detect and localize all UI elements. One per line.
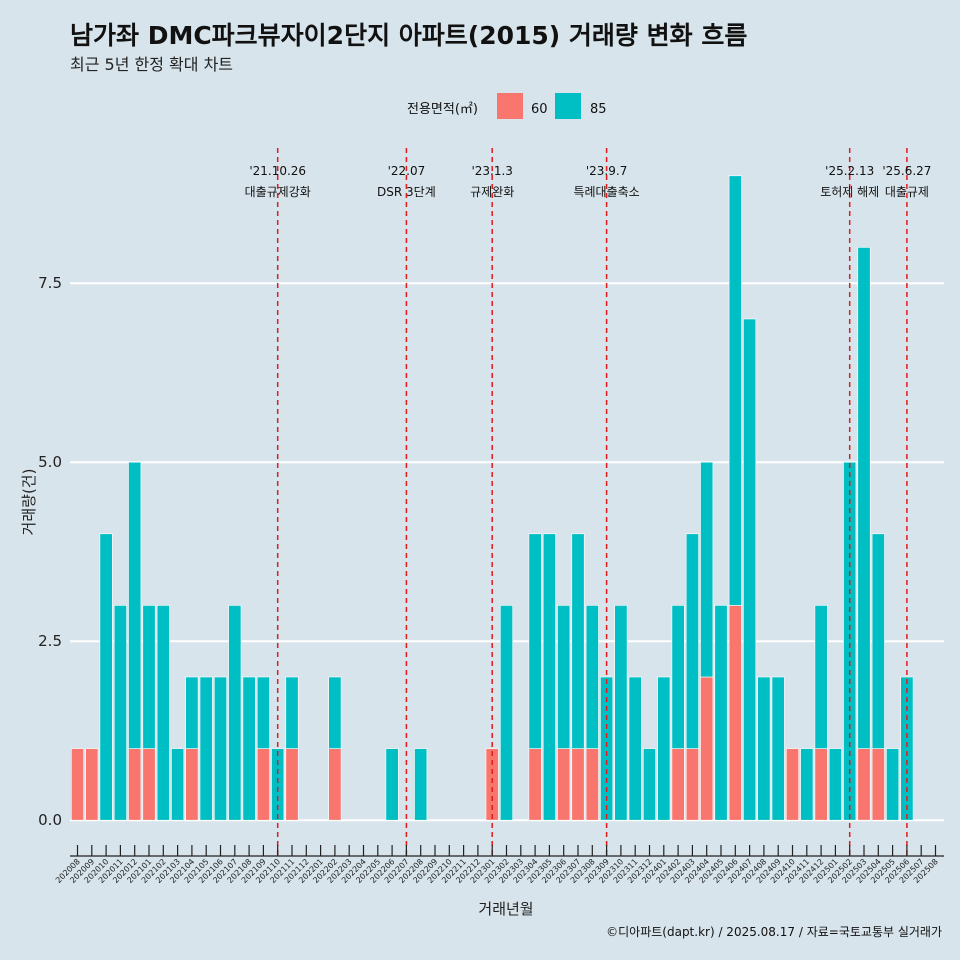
bar-85 — [214, 676, 228, 821]
legend: 전용면적(㎡) 60 85 — [407, 93, 607, 119]
bar-85 — [328, 676, 342, 749]
y-tick-label: 5.0 — [38, 453, 62, 471]
bar-60 — [185, 748, 199, 821]
bar-60 — [85, 748, 99, 821]
bar-60 — [71, 748, 85, 821]
legend-label-85: 85 — [590, 102, 607, 117]
bar-85 — [685, 533, 699, 749]
bar-85 — [557, 605, 571, 749]
bar-85 — [256, 676, 270, 749]
bar-60 — [256, 748, 270, 821]
y-axis-title: 거래량(건) — [20, 469, 38, 536]
bar-60 — [142, 748, 156, 821]
bar-85 — [199, 676, 213, 821]
bar-60 — [814, 748, 828, 821]
bar-60 — [571, 748, 585, 821]
y-axis: 0.0 2.5 5.0 7.5 — [38, 274, 62, 829]
bar-60 — [557, 748, 571, 821]
event-date: '25.2.13 — [825, 164, 874, 178]
bar-85 — [142, 605, 156, 749]
chart-subtitle: 최근 5년 한정 확대 차트 — [70, 55, 233, 74]
bar-60 — [128, 748, 142, 821]
bar-85 — [900, 676, 914, 821]
legend-swatch-85 — [555, 93, 581, 119]
bar-60 — [685, 748, 699, 821]
bar-60 — [328, 748, 342, 821]
bar-85 — [757, 676, 771, 821]
event-label: DSR 3단계 — [377, 185, 436, 199]
bar-85 — [113, 605, 127, 821]
bar-60 — [785, 748, 799, 821]
legend-title: 전용면적(㎡) — [407, 102, 478, 117]
caption: ©디아파트(dapt.kr) / 2025.08.17 / 자료=국토교통부 실… — [606, 925, 942, 939]
bar-60 — [528, 748, 542, 821]
event-date: '23.9.7 — [586, 164, 627, 178]
bar-85 — [585, 605, 599, 749]
bar-85 — [228, 605, 242, 821]
bar-85 — [499, 605, 513, 821]
event-date: '25.6.27 — [882, 164, 931, 178]
legend-swatch-60 — [497, 93, 523, 119]
bar-85 — [843, 461, 857, 821]
bar-85 — [285, 676, 299, 749]
bar-60 — [585, 748, 599, 821]
event-date: '21.10.26 — [249, 164, 306, 178]
event-date: '23.1.3 — [471, 164, 512, 178]
bar-85 — [242, 676, 256, 821]
bar-85 — [671, 605, 685, 749]
bar-85 — [857, 247, 871, 749]
bar-60 — [857, 748, 871, 821]
bar-85 — [657, 676, 671, 821]
bar-85 — [728, 175, 742, 606]
bar-85 — [814, 605, 828, 749]
bar-85 — [156, 605, 170, 821]
bar-85 — [571, 533, 585, 749]
bar-85 — [828, 748, 842, 821]
bar-60 — [485, 748, 499, 821]
bar-85 — [886, 748, 900, 821]
bar-85 — [871, 533, 885, 749]
bar-85 — [600, 676, 614, 821]
event-label: 대출규제 — [885, 185, 929, 199]
y-tick-label: 0.0 — [38, 811, 62, 829]
event-label: 대출규제강화 — [245, 185, 311, 199]
x-axis: 2020082020092020102020112020122021012021… — [54, 845, 944, 885]
bar-85 — [542, 533, 556, 821]
bar-85 — [185, 676, 199, 749]
bar-85 — [743, 318, 757, 821]
y-tick-label: 7.5 — [38, 274, 62, 292]
event-lines: '21.10.26 대출규제강화 '22.07 DSR 3단계 '23.1.3 규제완화 '… — [245, 148, 931, 856]
bar-85 — [128, 461, 142, 749]
bar-60 — [700, 676, 714, 821]
bar-85 — [628, 676, 642, 821]
x-axis-title: 거래년월 — [478, 900, 533, 918]
bar-60 — [728, 605, 742, 821]
bar-85 — [99, 533, 113, 821]
bar-85 — [771, 676, 785, 821]
event-label: 규제완화 — [470, 185, 514, 199]
bars — [71, 175, 914, 821]
bar-85 — [171, 748, 185, 821]
bar-85 — [642, 748, 656, 821]
bar-85 — [700, 461, 714, 678]
bar-60 — [285, 748, 299, 821]
bar-85 — [414, 748, 428, 821]
bar-85 — [385, 748, 399, 821]
bar-60 — [671, 748, 685, 821]
bar-85 — [714, 605, 728, 821]
y-tick-label: 2.5 — [38, 632, 62, 650]
bar-85 — [271, 748, 285, 821]
bar-60 — [871, 748, 885, 821]
bar-85 — [800, 748, 814, 821]
event-date: '22.07 — [388, 164, 426, 178]
chart-title: 남가좌 DMC파크뷰자이2단지 아파트(2015) 거래량 변화 흐름 — [70, 21, 747, 50]
bar-85 — [614, 605, 628, 821]
bar-85 — [528, 533, 542, 749]
event-label: 토허제 해제 — [820, 185, 879, 199]
event-label: 특례대출축소 — [573, 185, 639, 199]
legend-label-60: 60 — [531, 102, 548, 117]
